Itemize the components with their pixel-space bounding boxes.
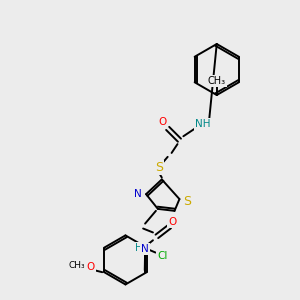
Text: NH: NH [195,119,211,130]
Text: Cl: Cl [157,250,168,260]
Text: S: S [155,161,163,174]
Text: O: O [168,217,177,226]
Text: S: S [183,194,191,208]
Text: O: O [159,116,167,127]
Text: N: N [134,189,142,199]
Text: H: H [134,243,142,253]
Text: CH₃: CH₃ [208,76,226,86]
Text: O: O [86,262,94,272]
Text: CH₃: CH₃ [68,261,85,270]
Text: N: N [141,244,149,254]
